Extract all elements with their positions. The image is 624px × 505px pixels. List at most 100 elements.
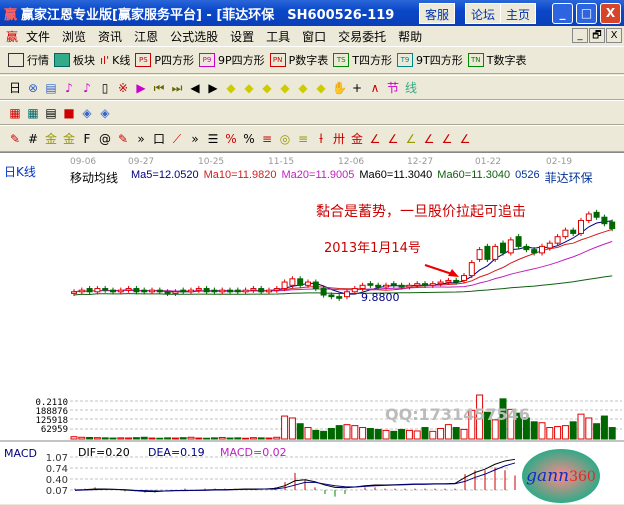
document-icon[interactable]: ▤ — [45, 105, 57, 120]
ma20-value: Ma20=11.9005 — [281, 169, 355, 181]
calculator-icon[interactable]: ▦ — [27, 105, 39, 120]
menu-bar: 赢 文件 浏览 资讯 江恩 公式选股 设置 工具 窗口 交易委托 帮助 — [0, 26, 624, 46]
spiral-icon[interactable]: @ — [99, 131, 111, 146]
gold-lines-icon[interactable]: ≡ — [297, 131, 309, 146]
crosshair-icon[interactable]: + — [351, 80, 363, 95]
close-button[interactable]: X — [600, 3, 621, 24]
p-table-label: P数字表 — [288, 54, 329, 67]
zoom-out-icon[interactable]: ◆ — [316, 80, 326, 95]
p-table-button[interactable]: PN P数字表 — [269, 52, 329, 68]
menu-gann[interactable]: 江恩 — [134, 29, 159, 44]
fan-icon[interactable]: ✎ — [117, 131, 129, 146]
pen-icon[interactable]: ✎ — [9, 131, 21, 146]
fib-icon[interactable]: F — [83, 131, 91, 146]
candle — [570, 229, 577, 234]
period-select[interactable]: 日 — [8, 80, 21, 95]
calendar-icon[interactable]: ▦ — [9, 105, 21, 120]
menu-help[interactable]: 帮助 — [398, 29, 423, 44]
percent-lines-icon[interactable]: ≡ — [261, 131, 273, 146]
more-icon[interactable]: » — [137, 131, 145, 146]
mdi-close-button[interactable]: X — [606, 28, 622, 43]
menu-settings[interactable]: 设置 — [230, 29, 255, 44]
notes-icon[interactable]: ▤ — [45, 80, 57, 95]
volume-bar — [218, 436, 226, 440]
connect-icon[interactable]: ◈ — [100, 105, 110, 120]
expand-icon[interactable]: ◆ — [262, 80, 272, 95]
candle — [406, 284, 413, 288]
quotes-button[interactable]: 行情 — [8, 52, 49, 68]
chart-area[interactable]: 日K线 09-06 09-27 10-25 11-15 12-06 12-27 … — [0, 152, 624, 504]
menu-info[interactable]: 资讯 — [98, 29, 123, 44]
rays-icon[interactable]: ⟋ — [172, 131, 182, 146]
section-icon[interactable]: 节 — [386, 80, 399, 95]
scatter-icon[interactable]: ※ — [117, 80, 129, 95]
p-square-button[interactable]: PS P四方形 — [135, 52, 194, 68]
save-icon[interactable]: ■ — [63, 105, 75, 120]
gold-circle-icon[interactable]: ◎ — [279, 131, 291, 146]
volume-bar — [530, 421, 538, 440]
home-button[interactable]: 主页 — [500, 3, 537, 24]
tool-icon[interactable]: ƚ — [319, 131, 323, 146]
indicator9-icon[interactable]: ♪ — [83, 80, 91, 95]
utility-toolbar: ▦ ▦ ▤ ■ ◈ ◈ — [0, 100, 624, 125]
volume-bar — [366, 427, 374, 440]
menu-window[interactable]: 窗口 — [302, 29, 327, 44]
p-square-label: P四方形 — [154, 54, 194, 67]
gold-angle-icon[interactable]: ∠ — [405, 131, 417, 146]
menu-formula[interactable]: 公式选股 — [170, 29, 219, 44]
win-angle-icon[interactable]: ∠ — [441, 131, 453, 146]
forum-button[interactable]: 论坛 — [465, 3, 502, 24]
mdi-restore-button[interactable]: 🗗 — [589, 28, 605, 43]
service-button[interactable]: 客服 — [419, 3, 456, 24]
volume-tick: 0.2110 — [35, 398, 68, 408]
gold-up-icon[interactable]: 金 — [350, 131, 363, 146]
cross-lines-icon[interactable]: 卅 — [332, 131, 345, 146]
9p-square-button[interactable]: P9 9P四方形 — [199, 52, 265, 68]
flag-icon[interactable]: ▶ — [136, 80, 146, 95]
gold2-icon[interactable]: 金 — [62, 131, 75, 146]
lines-icon[interactable]: 线 — [404, 80, 417, 95]
zoom-right-icon[interactable]: ◆ — [244, 80, 254, 95]
mdi-minimize-button[interactable]: _ — [572, 28, 588, 43]
compare-icon[interactable]: ⊗ — [27, 80, 39, 95]
percent-line-icon[interactable]: % — [225, 131, 237, 146]
left-icon[interactable]: ◀ — [190, 80, 200, 95]
kline-button[interactable]: ıl' K线 — [100, 52, 130, 68]
hash-icon[interactable]: # — [27, 131, 39, 146]
zoom-left-icon[interactable]: ◆ — [226, 80, 236, 95]
hand-icon[interactable]: ✋ — [332, 80, 347, 95]
menu-browse[interactable]: 浏览 — [62, 29, 87, 44]
more2-icon[interactable]: » — [191, 131, 199, 146]
menu-tools[interactable]: 工具 — [266, 29, 291, 44]
j-angle-icon[interactable]: ∠ — [369, 131, 381, 146]
minimize-button[interactable]: _ — [552, 3, 573, 24]
box-icon[interactable]: 口 — [152, 131, 165, 146]
right-icon[interactable]: ▶ — [208, 80, 218, 95]
maximize-button[interactable]: □ — [576, 3, 597, 24]
god-angle-icon[interactable]: ∠ — [423, 131, 435, 146]
candle — [523, 245, 530, 251]
candle-type-icon[interactable]: ▯ — [101, 80, 109, 95]
9t-square-button[interactable]: T9 9T四方形 — [397, 52, 463, 68]
t-square-button[interactable]: TS T四方形 — [333, 52, 392, 68]
line-icon[interactable]: ∧ — [370, 80, 380, 95]
volume-bar — [507, 408, 515, 440]
ruler-icon[interactable]: ☰ — [207, 131, 219, 146]
four-angle-icon[interactable]: ∠ — [459, 131, 471, 146]
sectors-button[interactable]: 板块 — [54, 52, 95, 68]
last-icon[interactable]: ⏭ — [171, 80, 183, 95]
f-angle-icon[interactable]: ∠ — [387, 131, 399, 146]
zoom-in-icon[interactable]: ◆ — [298, 80, 308, 95]
menu-file[interactable]: 文件 — [26, 29, 51, 44]
candle — [546, 242, 553, 249]
indicator-icon[interactable]: ♪ — [65, 80, 73, 95]
first-icon[interactable]: ⏮ — [153, 80, 165, 95]
tn-icon: TN — [467, 53, 484, 67]
t-table-button[interactable]: TN T数字表 — [467, 52, 526, 68]
candle — [273, 288, 280, 291]
percent-icon[interactable]: % — [243, 131, 255, 146]
gold1-icon[interactable]: 金 — [44, 131, 57, 146]
network-icon[interactable]: ◈ — [82, 105, 92, 120]
menu-trade[interactable]: 交易委托 — [338, 29, 387, 44]
shrink-icon[interactable]: ◆ — [280, 80, 290, 95]
